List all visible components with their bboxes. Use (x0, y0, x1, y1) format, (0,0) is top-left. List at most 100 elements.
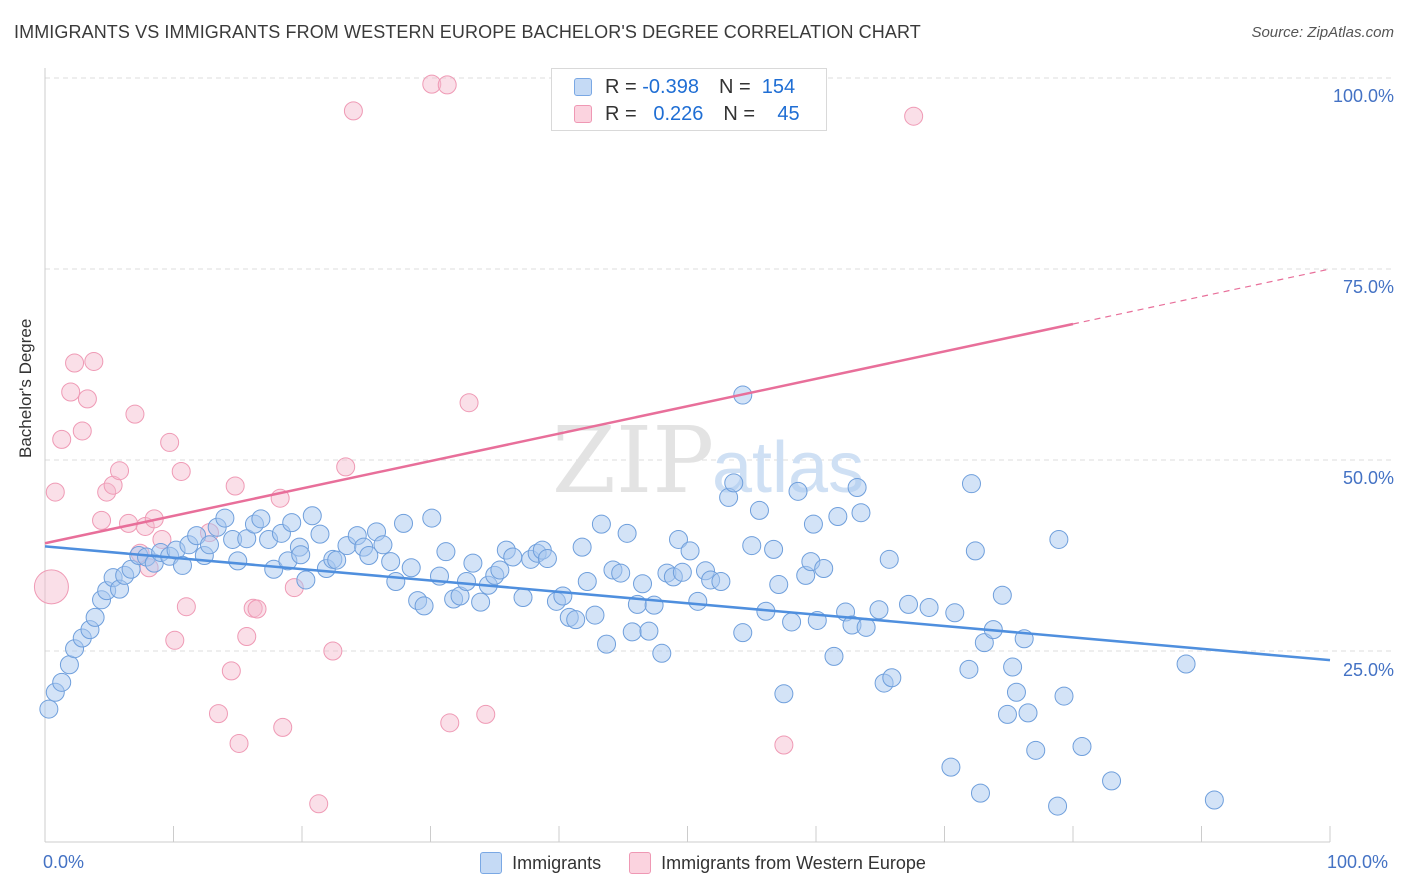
data-point (1018, 703, 1038, 723)
data-point (1102, 771, 1122, 791)
legend-n-label: N = (723, 102, 756, 125)
data-point (282, 513, 302, 533)
data-point (422, 508, 442, 528)
data-point (381, 552, 401, 572)
data-point (302, 506, 322, 526)
data-point (503, 547, 523, 567)
data-point (476, 704, 496, 724)
trend-line-western-europe (44, 322, 1074, 545)
data-point (171, 461, 191, 481)
data-point (847, 478, 867, 498)
data-point (52, 672, 72, 692)
data-point (1003, 657, 1023, 677)
series-legend: Immigrants Immigrants from Western Europ… (0, 852, 1406, 874)
data-point (1204, 790, 1224, 810)
series-immigrants (39, 385, 1224, 816)
legend-swatch-pink (629, 852, 652, 874)
data-point (310, 524, 330, 544)
legend-swatch-blue (480, 852, 503, 874)
source-label: Source: ZipAtlas.com (1251, 24, 1394, 41)
legend-r-value: -0.398 (642, 75, 699, 98)
trend-line-immigrants (44, 545, 1331, 662)
data-point (919, 597, 939, 617)
data-point (828, 507, 848, 527)
data-point (221, 661, 241, 681)
data-point (945, 603, 965, 623)
data-point (803, 514, 823, 534)
data-point (899, 594, 919, 614)
data-point (904, 106, 924, 126)
data-point (264, 559, 284, 579)
data-point (84, 351, 104, 371)
data-point (774, 735, 794, 755)
data-point (61, 382, 81, 402)
y-tick-label: 50.0% (1342, 468, 1394, 488)
data-point (172, 555, 192, 575)
data-point (225, 476, 245, 496)
data-point (77, 389, 97, 409)
data-point (1054, 686, 1074, 706)
legend-r-label: R = (605, 102, 637, 125)
data-point (92, 510, 112, 530)
trend-line-extension (1072, 268, 1331, 325)
data-point (437, 75, 457, 95)
y-tick-label: 75.0% (1342, 277, 1394, 297)
data-point (103, 475, 123, 495)
data-point (208, 704, 228, 724)
data-point (577, 571, 597, 591)
chart-title: IMMIGRANTS VS IMMIGRANTS FROM WESTERN EU… (14, 22, 921, 42)
legend-r-label: R = (605, 75, 637, 98)
legend-label: Immigrants (512, 852, 602, 873)
data-point (394, 513, 414, 533)
data-point (959, 659, 979, 679)
data-point (45, 482, 65, 502)
y-tick-label: 25.0% (1342, 660, 1394, 680)
data-point (639, 621, 659, 641)
legend-item-western-europe: Immigrants from Western Europe (629, 852, 926, 874)
legend-n-value: 45 (777, 102, 800, 125)
data-point (992, 585, 1012, 605)
legend-label: Immigrants from Western Europe (661, 852, 926, 873)
data-point (343, 101, 363, 121)
data-point (359, 546, 379, 565)
data-point (165, 630, 185, 650)
x-tick-marks (44, 826, 1331, 842)
data-point (769, 575, 789, 595)
data-point (72, 421, 92, 441)
data-point (291, 545, 311, 565)
legend-swatch-blue (574, 78, 592, 96)
data-point (490, 560, 510, 580)
data-point (1048, 796, 1068, 816)
legend-row-immigrants: R = -0.398 N = 154 (574, 75, 795, 99)
data-point (879, 549, 899, 569)
data-point (436, 542, 456, 562)
data-point (229, 733, 249, 753)
data-point (52, 429, 72, 449)
data-point (327, 550, 347, 570)
data-point (566, 610, 586, 630)
data-point (471, 592, 491, 612)
data-point (513, 588, 533, 608)
legend-row-western-europe: R = 0.226 N = 45 (574, 102, 800, 126)
data-point (251, 509, 271, 529)
data-point (215, 508, 235, 528)
data-point (39, 699, 59, 719)
x-tick-label-max: 100.0% (1327, 852, 1389, 872)
data-point (680, 541, 700, 561)
data-point (688, 591, 708, 611)
trend-lines (44, 268, 1331, 662)
data-point (970, 783, 990, 803)
data-point (597, 634, 617, 654)
data-point (187, 526, 207, 546)
data-point (788, 481, 808, 501)
data-point (414, 596, 434, 616)
data-point (851, 503, 871, 523)
data-point (440, 713, 460, 733)
data-point (591, 514, 611, 534)
x-tick-label-min: 0.0% (43, 852, 85, 872)
data-point (1026, 740, 1046, 760)
data-point (997, 704, 1017, 724)
data-point (669, 529, 689, 549)
data-point (273, 717, 293, 737)
legend-r-value: 0.226 (653, 102, 704, 125)
